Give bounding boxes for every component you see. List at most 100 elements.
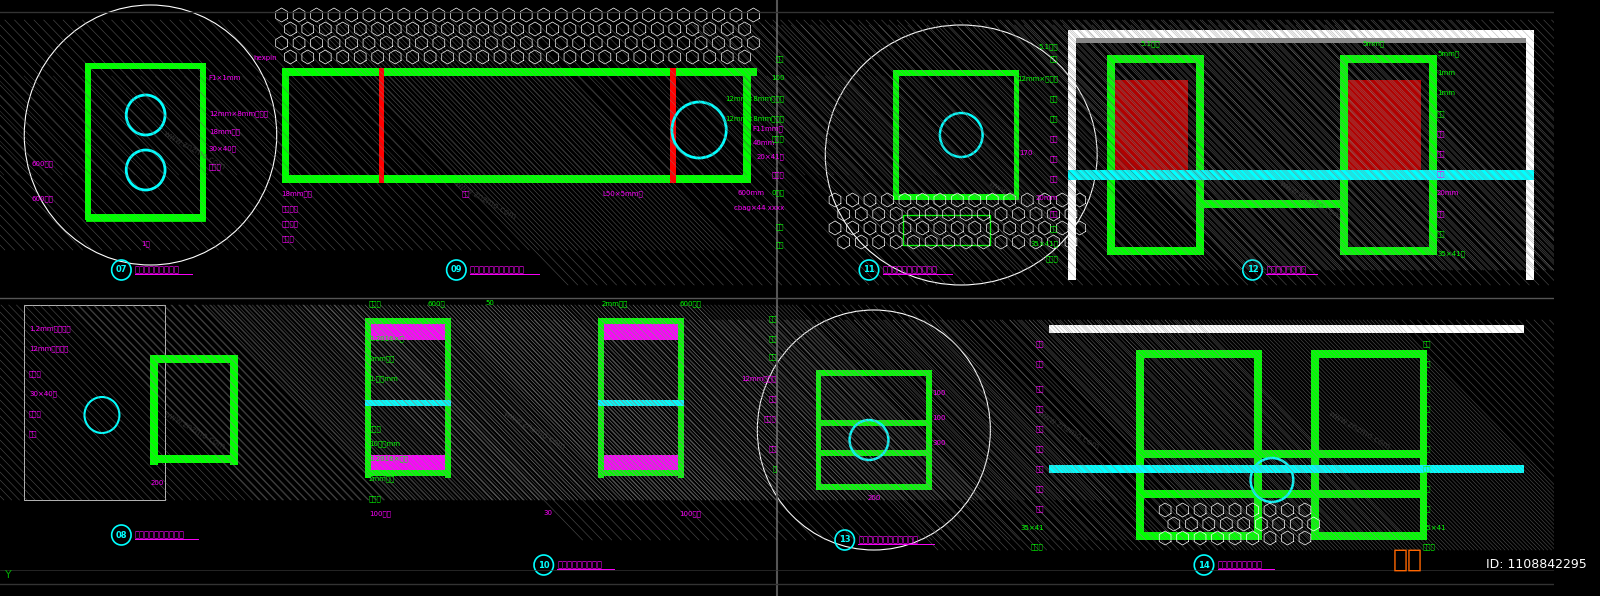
Text: 12mm铝合金板: 12mm铝合金板 <box>29 345 69 352</box>
Text: 09: 09 <box>451 265 462 275</box>
Text: 2mm铝板: 2mm铝板 <box>370 475 395 482</box>
Text: 1mm: 1mm <box>1437 90 1454 96</box>
Text: 铝板: 铝板 <box>1437 170 1445 176</box>
Bar <box>150 455 238 463</box>
Text: 铝材: 铝材 <box>1035 340 1043 347</box>
Text: 20mm: 20mm <box>1437 190 1459 196</box>
Text: 铝材: 铝材 <box>1050 115 1058 122</box>
Text: www.znzmo.com: www.znzmo.com <box>1035 408 1101 451</box>
Text: 20mm: 20mm <box>1035 195 1058 201</box>
Text: 铝材: 铝材 <box>1422 465 1430 471</box>
Text: 50: 50 <box>485 300 494 306</box>
Text: 12mm×铝合金: 12mm×铝合金 <box>1018 75 1058 82</box>
Text: 铝材: 铝材 <box>1035 425 1043 432</box>
Bar <box>282 175 750 183</box>
Text: 1.2mm铝合金材: 1.2mm铝合金材 <box>29 325 70 331</box>
Text: 材质: 材质 <box>1050 95 1058 101</box>
Text: www.znzmo.com: www.znzmo.com <box>162 408 227 451</box>
Text: 铝板: 铝板 <box>462 190 470 197</box>
Text: 18mm材质: 18mm材质 <box>208 128 240 135</box>
Text: 1厚: 1厚 <box>141 240 150 247</box>
Text: 材质: 材质 <box>1035 505 1043 511</box>
Text: 铝材料: 铝材料 <box>1045 255 1058 262</box>
Text: F1×1mm: F1×1mm <box>208 75 242 81</box>
Text: 170: 170 <box>1019 150 1034 156</box>
Text: 铝材: 铝材 <box>776 55 784 61</box>
Text: www.znzmo.com: www.znzmo.com <box>1278 179 1344 222</box>
Bar <box>598 400 683 406</box>
Text: 材质: 材质 <box>1050 175 1058 182</box>
Bar <box>1014 70 1019 200</box>
Text: 材质板: 材质板 <box>282 235 294 241</box>
Bar <box>1048 465 1525 473</box>
Text: 铝合金: 铝合金 <box>771 135 784 142</box>
Bar <box>1069 170 1534 180</box>
Text: 12mm铝合金: 12mm铝合金 <box>742 375 776 381</box>
Bar <box>1069 30 1075 280</box>
Bar <box>1115 80 1189 180</box>
Bar <box>598 470 683 476</box>
Text: F11mm材: F11mm材 <box>752 125 784 132</box>
Text: 铝板: 铝板 <box>1050 55 1058 61</box>
Bar <box>85 214 206 220</box>
Text: 铝材: 铝材 <box>1035 385 1043 392</box>
Bar <box>816 370 821 490</box>
Bar <box>1526 30 1534 280</box>
Text: 眼科夹层走廊消防箱剖面: 眼科夹层走廊消防箱剖面 <box>470 265 525 275</box>
Bar <box>150 355 158 465</box>
Text: 材料: 材料 <box>768 353 776 359</box>
Text: cbag×44 xxxx: cbag×44 xxxx <box>734 205 784 211</box>
Text: 100: 100 <box>771 75 784 81</box>
Text: 铝材料: 铝材料 <box>208 163 221 170</box>
Text: 12: 12 <box>1246 265 1258 275</box>
Bar <box>85 63 206 69</box>
Text: 材质: 材质 <box>1437 210 1445 216</box>
Text: 30×40角: 30×40角 <box>29 390 58 396</box>
Text: 600铝板: 600铝板 <box>32 160 53 167</box>
Text: 铝架材: 铝架材 <box>370 425 382 432</box>
Text: 300: 300 <box>933 440 946 446</box>
Bar <box>230 355 238 465</box>
Text: Y: Y <box>5 570 11 580</box>
Text: 铝板: 铝板 <box>1437 130 1445 136</box>
Bar <box>1197 200 1339 208</box>
Text: 30: 30 <box>544 510 552 516</box>
Bar <box>1429 55 1437 255</box>
Text: 眼科二层治疗室包管图: 眼科二层治疗室包管图 <box>134 530 186 539</box>
Bar <box>282 68 757 76</box>
Bar <box>816 484 933 490</box>
Bar <box>1069 30 1534 38</box>
Bar <box>926 370 933 490</box>
Text: 铝材: 铝材 <box>776 223 784 229</box>
Text: 1.2016×铝: 1.2016×铝 <box>370 335 403 342</box>
Bar <box>1107 247 1203 255</box>
Text: 材质: 材质 <box>776 241 784 247</box>
Bar <box>902 215 990 245</box>
Text: 11: 11 <box>862 265 875 275</box>
Text: 铝合金材: 铝合金材 <box>282 205 299 212</box>
Bar <box>365 400 451 406</box>
Text: 铝材: 铝材 <box>1422 425 1430 432</box>
Bar <box>1310 350 1318 540</box>
Bar <box>816 420 933 426</box>
Bar <box>1339 55 1437 63</box>
Text: www.znzmo.com: www.znzmo.com <box>987 179 1053 222</box>
Bar <box>893 70 899 200</box>
Text: 20×41角: 20×41角 <box>757 153 784 160</box>
Text: 铝材料: 铝材料 <box>1422 543 1435 550</box>
Text: 2mm材质: 2mm材质 <box>370 355 395 362</box>
Text: 08: 08 <box>115 530 126 539</box>
Text: 13: 13 <box>838 535 851 545</box>
Text: 材质: 材质 <box>29 430 38 437</box>
Bar <box>150 355 238 363</box>
Text: 35×41: 35×41 <box>1021 525 1043 531</box>
Bar <box>379 68 384 183</box>
Text: 100: 100 <box>933 415 946 421</box>
Text: 眼科诊断诊治元素图: 眼科诊断诊治元素图 <box>557 560 602 570</box>
Text: 200: 200 <box>867 495 880 501</box>
Bar <box>1350 545 1549 590</box>
Text: 35×41角: 35×41角 <box>1437 250 1466 257</box>
Text: 铝板: 铝板 <box>1422 360 1430 367</box>
Bar <box>445 318 451 478</box>
Bar <box>1136 532 1262 540</box>
